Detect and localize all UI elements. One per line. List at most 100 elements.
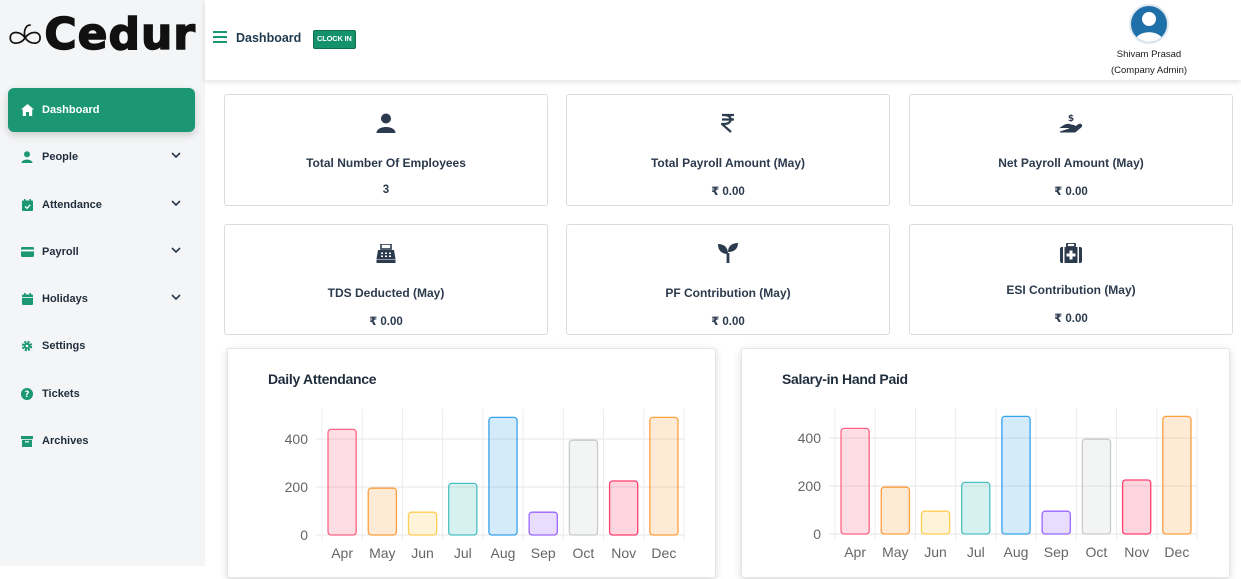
x-tick-label: Nov bbox=[1124, 544, 1149, 560]
stat-card-title: PF Contribution (May) bbox=[665, 286, 791, 300]
sidebar-item-holidays[interactable]: Holidays bbox=[8, 277, 195, 321]
sidebar-item-label: Holidays bbox=[42, 293, 88, 306]
user-profile[interactable]: Shivam Prasad (Company Admin) bbox=[1101, 4, 1197, 79]
chevron-down-icon[interactable] bbox=[169, 290, 183, 304]
user-avatar-icon bbox=[1135, 12, 1163, 42]
x-tick-label: Dec bbox=[651, 545, 676, 561]
bar-oct[interactable] bbox=[568, 439, 599, 536]
sidebar-item-attendance[interactable]: Attendance bbox=[8, 183, 195, 227]
sidebar-item-label: Payroll bbox=[42, 245, 79, 258]
home-icon bbox=[20, 103, 34, 117]
bar-dec[interactable] bbox=[649, 416, 679, 536]
x-tick-label: Sep bbox=[531, 545, 556, 561]
bar-nov[interactable] bbox=[1121, 479, 1152, 535]
bar-jul[interactable] bbox=[448, 482, 478, 536]
bar-chart-salary-in-hand: 0 200 400 Apr May Jun Jul Aug Sep Oct Nov Dec bbox=[798, 408, 1198, 560]
cash-register-icon bbox=[225, 244, 547, 266]
sidebar: Cedur Dashboard People Attendance bbox=[0, 0, 205, 566]
x-tick-label: Jun bbox=[924, 544, 947, 560]
sidebar-item-tickets[interactable]: ? Tickets bbox=[8, 372, 195, 416]
x-tick-label: Apr bbox=[331, 545, 353, 561]
y-tick-label: 200 bbox=[798, 478, 822, 494]
chart-title: Salary-in Hand Paid bbox=[782, 371, 908, 387]
bar-dec[interactable] bbox=[1162, 415, 1192, 535]
x-tick-label: Apr bbox=[844, 544, 866, 560]
x-tick-label: Oct bbox=[1086, 544, 1108, 560]
stat-card-value: ₹ 0.00 bbox=[711, 316, 745, 328]
bar-jul[interactable] bbox=[961, 481, 991, 535]
stat-card-value: ₹ 0.00 bbox=[1054, 186, 1088, 198]
bar-apr[interactable] bbox=[327, 428, 357, 536]
stat-card-value: ₹ 0.00 bbox=[711, 186, 745, 198]
x-tick-label: Jun bbox=[411, 545, 434, 561]
sidebar-item-archives[interactable]: Archives bbox=[8, 419, 195, 463]
stat-card-esi: ESI Contribution (May) ₹ 0.00 bbox=[909, 224, 1233, 335]
x-tick-label: May bbox=[369, 545, 395, 561]
x-tick-label: Aug bbox=[491, 545, 516, 561]
top-bar: Dashboard CLOCK IN Shivam Prasad (Compan… bbox=[205, 0, 1241, 80]
x-tick-label: Dec bbox=[1164, 544, 1189, 560]
stat-card-total-payroll: Total Payroll Amount (May) ₹ 0.00 bbox=[566, 94, 890, 206]
y-tick-label: 0 bbox=[813, 526, 821, 542]
stat-card-title: TDS Deducted (May) bbox=[327, 286, 445, 300]
medical-kit-icon bbox=[910, 243, 1232, 265]
sidebar-item-dashboard[interactable]: Dashboard bbox=[8, 88, 195, 132]
user-role: (Company Admin) bbox=[1110, 65, 1188, 76]
bar-oct[interactable] bbox=[1081, 438, 1112, 535]
bar-sep[interactable] bbox=[528, 511, 558, 536]
sidebar-item-label: Attendance bbox=[42, 198, 102, 211]
bar-aug[interactable] bbox=[488, 416, 518, 536]
x-tick-label: Sep bbox=[1044, 544, 1069, 560]
x-tick-label: Jul bbox=[454, 545, 472, 561]
credit-card-icon bbox=[20, 245, 34, 259]
user-name: Shivam Prasad bbox=[1116, 49, 1182, 60]
bar-jun[interactable] bbox=[407, 511, 438, 536]
calendar-icon bbox=[20, 292, 34, 306]
sidebar-item-label: Archives bbox=[42, 435, 89, 448]
sidebar-item-payroll[interactable]: Payroll bbox=[8, 230, 195, 274]
hamburger-menu-icon[interactable] bbox=[213, 30, 227, 44]
sidebar-item-label: Tickets bbox=[42, 387, 80, 400]
avatar[interactable] bbox=[1129, 4, 1169, 44]
brand-logo[interactable]: Cedur bbox=[6, 10, 196, 60]
rupee-icon bbox=[567, 113, 889, 135]
stat-card-title: Total Number Of Employees bbox=[306, 156, 466, 170]
stat-card-title: Total Payroll Amount (May) bbox=[650, 156, 805, 170]
bar-aug[interactable] bbox=[1001, 415, 1031, 535]
x-tick-label: Oct bbox=[573, 545, 595, 561]
gear-icon bbox=[20, 339, 34, 353]
stat-card-title: Net Payroll Amount (May) bbox=[998, 156, 1144, 170]
brand-logo-text: Cedur bbox=[44, 9, 196, 60]
stat-card-net-payroll: $ Net Payroll Amount (May) ₹ 0.00 bbox=[909, 94, 1233, 206]
chart-title: Daily Attendance bbox=[268, 371, 377, 387]
infinity-logo-icon bbox=[9, 24, 41, 45]
chevron-down-icon[interactable] bbox=[169, 196, 183, 210]
stat-card-employees: Total Number Of Employees 3 bbox=[224, 94, 548, 206]
chevron-down-icon[interactable] bbox=[169, 243, 183, 257]
bar-chart-daily-attendance: 0 200 400 Apr May Jun Jul Aug Sep Oct Nov Dec bbox=[285, 409, 685, 561]
stat-card-value: ₹ 0.00 bbox=[1054, 313, 1088, 325]
bar-may[interactable] bbox=[880, 486, 911, 535]
archive-icon bbox=[20, 434, 34, 448]
stat-card-value: ₹ 0.00 bbox=[369, 316, 403, 328]
chevron-down-icon[interactable] bbox=[169, 148, 183, 162]
sidebar-item-settings[interactable]: Settings bbox=[8, 324, 195, 368]
bar-sep[interactable] bbox=[1041, 510, 1071, 535]
bar-jun[interactable] bbox=[920, 510, 951, 535]
y-tick-label: 0 bbox=[300, 527, 308, 543]
sidebar-item-people[interactable]: People bbox=[8, 135, 195, 179]
x-tick-label: Jul bbox=[967, 544, 985, 560]
bar-nov[interactable] bbox=[608, 480, 639, 536]
svg-text:?: ? bbox=[25, 390, 30, 400]
bar-may[interactable] bbox=[367, 487, 398, 536]
bar-apr[interactable] bbox=[840, 427, 870, 535]
stat-card-value: 3 bbox=[382, 184, 390, 196]
sidebar-item-label: People bbox=[42, 151, 79, 164]
x-tick-label: Nov bbox=[611, 545, 636, 561]
clock-in-button[interactable]: CLOCK IN bbox=[313, 30, 356, 49]
question-icon: ? bbox=[20, 387, 34, 401]
x-tick-label: Aug bbox=[1004, 544, 1029, 560]
stat-card-pf: PF Contribution (May) ₹ 0.00 bbox=[566, 224, 890, 335]
sidebar-nav: Dashboard People Attendance Payroll bbox=[8, 88, 195, 466]
user-icon bbox=[20, 150, 34, 164]
